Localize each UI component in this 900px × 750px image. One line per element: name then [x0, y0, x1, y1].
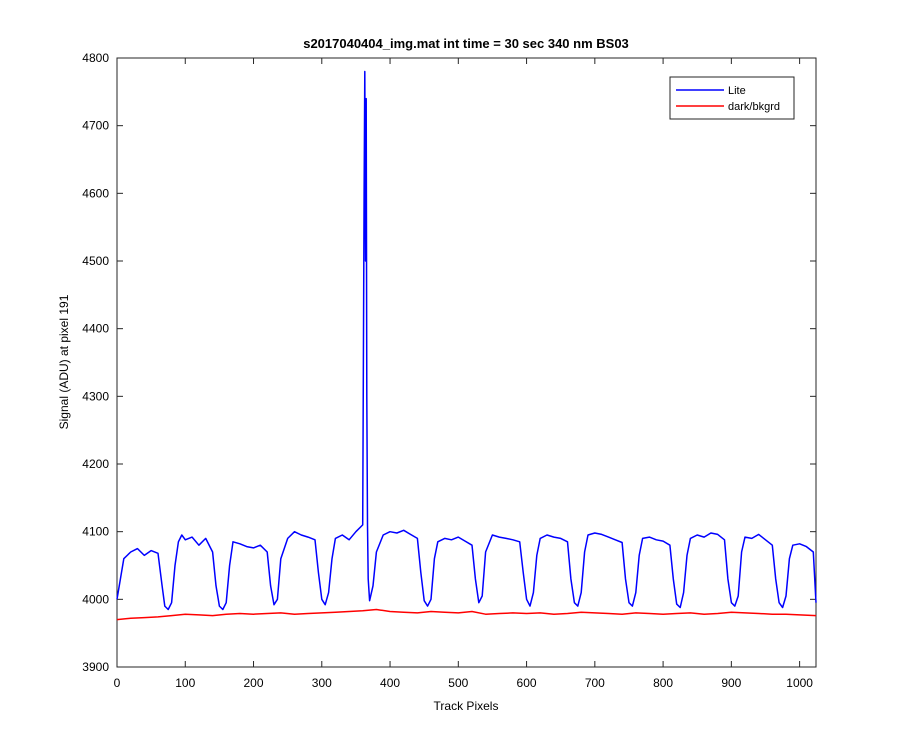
legend: Lite dark/bkgrd — [669, 76, 795, 120]
series-layer — [116, 70, 817, 621]
y-tick-label: 4100 — [82, 525, 109, 539]
y-axis: 3900 4000 4100 4200 4300 4400 4500 4600 4700 4800 — [82, 51, 816, 674]
x-tick-label: 600 — [517, 676, 537, 690]
y-tick-label: 4600 — [82, 186, 109, 200]
y-axis-label: Signal (ADU) at pixel 191 — [57, 294, 71, 429]
legend-box — [669, 76, 795, 120]
y-tick-label: 4700 — [82, 119, 109, 133]
y-tick-label: 4800 — [82, 51, 109, 65]
y-tick-label: 4400 — [82, 322, 109, 336]
x-tick-label: 0 — [114, 676, 121, 690]
y-tick-label: 4500 — [82, 254, 109, 268]
x-tick-label: 900 — [721, 676, 741, 690]
series-line-dark-bkgrd — [116, 608, 817, 621]
x-tick-label: 700 — [585, 676, 605, 690]
x-tick-label: 400 — [380, 676, 400, 690]
x-tick-label: 1000 — [786, 676, 813, 690]
series-line-lite — [116, 70, 817, 611]
plot-area — [116, 57, 817, 668]
y-tick-label: 4000 — [82, 592, 109, 606]
x-tick-label: 200 — [244, 676, 264, 690]
y-tick-label: 4200 — [82, 457, 109, 471]
x-tick-label: 100 — [175, 676, 195, 690]
chart-title: s2017040404_img.mat int time = 30 sec 34… — [303, 36, 629, 51]
x-tick-label: 500 — [448, 676, 468, 690]
x-tick-label: 800 — [653, 676, 673, 690]
x-axis-label: Track Pixels — [434, 699, 499, 713]
legend-label-dark-bkgrd: dark/bkgrd — [728, 101, 780, 113]
y-tick-label: 3900 — [82, 660, 109, 674]
legend-label-lite: Lite — [728, 85, 746, 97]
y-tick-label: 4300 — [82, 389, 109, 403]
x-tick-label: 300 — [312, 676, 332, 690]
x-axis: 0 100 200 300 400 500 600 700 800 900 1000 — [114, 58, 813, 690]
